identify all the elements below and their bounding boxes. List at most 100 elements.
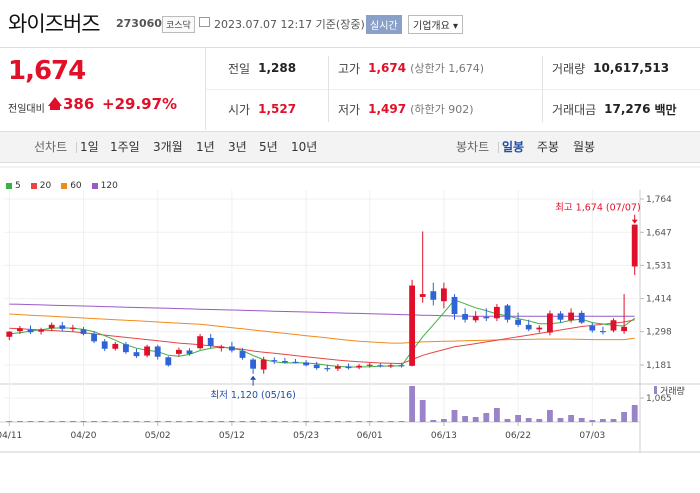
- candle-body: [345, 366, 352, 369]
- low-price: 저가 1,497 (하한가 902): [338, 89, 474, 129]
- high-price: 고가 1,674 (상한가 1,674): [338, 48, 484, 88]
- quote-row-1: 전일 1,288 고가 1,674 (상한가 1,674) 거래량 10,617…: [206, 48, 700, 88]
- tab-1d[interactable]: 1일: [80, 140, 99, 154]
- y-tick-label: 1,764: [646, 195, 672, 205]
- y-tick-label: 1,065: [646, 394, 672, 404]
- lower-limit: (하한가 902): [410, 103, 474, 116]
- max-price-label: 최고 1,674 (07/07): [555, 203, 641, 214]
- x-tick-label: 05/02: [145, 431, 171, 441]
- tab-3y[interactable]: 3년: [228, 140, 247, 154]
- tab-1y[interactable]: 1년: [196, 140, 215, 154]
- volume-bar: [324, 421, 331, 422]
- prev-close: 전일 1,288: [228, 48, 296, 88]
- x-tick-label: 06/01: [357, 431, 383, 441]
- change-percent: +29.97%: [102, 95, 178, 113]
- tab-daily[interactable]: 일봉: [502, 140, 525, 154]
- stock-name: 와이즈버즈: [8, 12, 101, 36]
- volume-bar: [175, 421, 182, 422]
- volume-bar: [122, 421, 129, 422]
- candle-body: [440, 288, 447, 302]
- candle-body: [621, 326, 628, 332]
- candle-body: [589, 325, 596, 331]
- tab-1w[interactable]: 1주일: [110, 140, 140, 154]
- volume-bar: [631, 405, 638, 422]
- volume-bar: [356, 421, 363, 422]
- y-tick-label: 1,298: [646, 328, 672, 338]
- open-value: 1,527: [258, 102, 297, 116]
- volume-bar: [260, 421, 267, 422]
- candle-body: [165, 357, 172, 366]
- quote-col-divider: [542, 56, 543, 122]
- volume-bar: [546, 410, 553, 422]
- tab-monthly[interactable]: 월봉: [573, 140, 596, 154]
- candle-body: [271, 360, 278, 362]
- candle-body: [48, 324, 55, 329]
- volume-bar: [101, 421, 108, 422]
- volume-bar: [440, 419, 447, 422]
- volume-bar: [218, 421, 225, 422]
- amount-value: 17,276: [604, 102, 651, 116]
- candle-body: [472, 316, 479, 321]
- volume-bar: [154, 421, 161, 422]
- volume-bar: [38, 421, 45, 422]
- candle-body: [27, 329, 34, 333]
- volume-bar: [589, 420, 596, 422]
- volume-bar: [334, 421, 341, 422]
- candle-body: [419, 294, 426, 297]
- volume-bar: [186, 421, 193, 422]
- prev-close-value: 1,288: [258, 61, 297, 75]
- volume-bar: [621, 412, 628, 422]
- x-tick-label: 06/13: [431, 431, 457, 441]
- company-overview-dropdown[interactable]: 기업개요 ▾: [408, 15, 463, 34]
- open-label: 시가: [228, 102, 251, 117]
- volume-bar: [281, 421, 288, 422]
- change-value: 386: [63, 95, 95, 113]
- volume-bar: [345, 421, 352, 422]
- volume-bar: [271, 421, 278, 422]
- tab-3m[interactable]: 3개월: [153, 140, 183, 154]
- volume-bar: [313, 421, 320, 422]
- x-tick-label: 07/03: [579, 431, 605, 441]
- volume-bar: [165, 421, 172, 422]
- quote-row-2: 시가 1,527 저가 1,497 (하한가 902) 거래대금 17,276 …: [206, 89, 700, 129]
- candle-body: [303, 362, 310, 366]
- tab-10y[interactable]: 10년: [291, 140, 318, 154]
- volume-bar: [144, 421, 151, 422]
- volume: 거래량 10,617,513: [552, 48, 669, 88]
- tab-weekly[interactable]: 주봉: [537, 140, 560, 154]
- candle-body: [387, 365, 394, 367]
- volume-bar: [69, 421, 76, 422]
- candle-body: [631, 224, 638, 267]
- volume-bar: [16, 421, 23, 422]
- volume-bar: [451, 410, 458, 422]
- volume-bar: [472, 417, 479, 422]
- volume-bar: [239, 421, 246, 422]
- up-arrow-icon: [48, 97, 62, 106]
- volume-bar: [228, 421, 235, 422]
- y-tick-label: 1,647: [646, 228, 672, 238]
- quote-col-divider: [328, 56, 329, 122]
- min-price-arrowhead: [250, 375, 257, 380]
- volume-bar: [27, 421, 34, 422]
- candle-body: [409, 285, 416, 366]
- candle-body: [366, 364, 373, 366]
- tab-5y[interactable]: 5년: [259, 140, 278, 154]
- realtime-button[interactable]: 실시간: [366, 15, 402, 34]
- amount-unit: 백만: [654, 102, 677, 117]
- candle-body: [16, 328, 23, 332]
- header-divider: [0, 47, 700, 48]
- candle-body: [462, 314, 469, 320]
- tab-separator: [498, 142, 499, 153]
- high-value: 1,674: [368, 61, 407, 75]
- volume-bar: [91, 421, 98, 422]
- volume-bar: [377, 421, 384, 422]
- candle-body: [324, 368, 331, 370]
- candle-body: [207, 337, 214, 346]
- line-chart-label: 선차트: [34, 140, 68, 154]
- volume-bar: [504, 419, 511, 422]
- legend-swatch: [6, 183, 12, 189]
- candle-body: [377, 365, 384, 367]
- min-price-label: 최저 1,120 (05/16): [210, 390, 296, 401]
- legend-swatch: [30, 183, 37, 189]
